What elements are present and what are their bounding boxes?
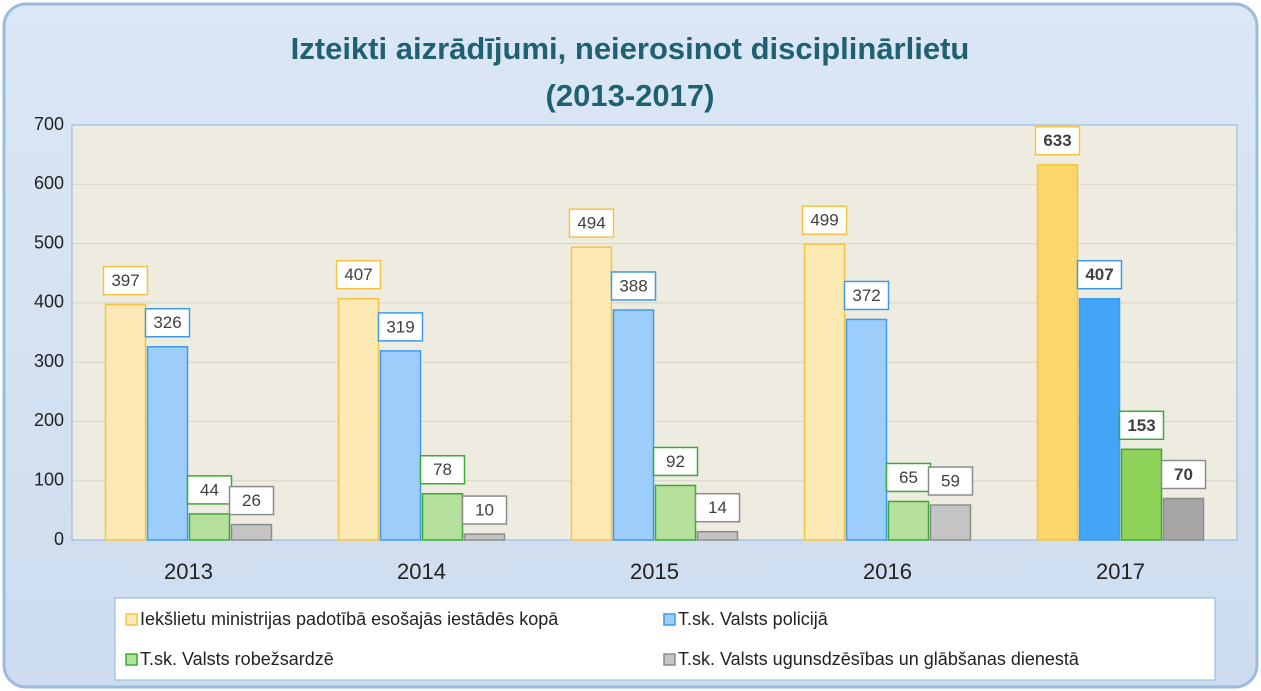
y-tick-label: 0 [54,529,64,549]
data-label-box [885,462,932,493]
bar [104,303,147,541]
data-label-box [144,307,191,338]
bar [1036,163,1079,541]
data-label: 494 [577,214,605,233]
chart-title: Izteikti aizrādījumi, neierosinot discip… [291,31,970,66]
bar [379,350,422,541]
bar [463,533,506,541]
data-label: 26 [242,491,261,510]
bar [230,523,273,541]
data-label: 372 [852,286,880,305]
legend-marker [663,653,676,666]
data-label: 59 [941,472,960,491]
data-label: 92 [666,452,685,471]
bar [696,530,739,541]
data-label: 78 [433,460,452,479]
x-tick-label: 2017 [1096,559,1145,584]
legend-label: Iekšlietu ministrijas padotībā esošajās … [140,609,559,629]
data-label-box [186,475,233,505]
data-label-box [461,495,508,525]
data-label-box [1160,459,1207,490]
data-label-box [610,271,657,301]
legend-label: T.sk. Valsts policijā [678,609,829,629]
data-label: 326 [153,313,181,332]
data-label: 407 [344,265,372,284]
data-label: 633 [1043,131,1071,150]
chart-title: (2013-2017) [546,78,715,113]
bar [803,243,846,541]
bar [654,484,697,541]
legend-marker [125,613,138,626]
bar [1078,297,1121,541]
bar [612,309,655,541]
data-label-box [102,265,149,296]
data-label: 153 [1127,416,1155,435]
data-label-box [694,492,741,523]
legend-label: T.sk. Valsts ugunsdzēsības un glābšanas … [678,649,1080,669]
bar [929,504,972,541]
data-label: 70 [1174,465,1193,484]
data-label: 388 [619,276,647,295]
y-tick-label: 200 [34,410,64,430]
data-label-box [843,280,890,311]
bar [887,500,930,541]
x-tick-label: 2015 [630,559,679,584]
data-label: 319 [386,317,414,336]
x-tick-label: 2013 [164,559,213,584]
bar [845,318,888,541]
bar [570,246,613,541]
legend-marker [125,653,138,666]
bar [146,345,189,541]
bar [1162,497,1205,541]
legend-label: T.sk. Valsts robežsardzē [140,649,334,669]
y-tick-label: 500 [34,232,64,252]
bar [1120,448,1163,541]
data-label: 499 [810,211,838,230]
bar [421,493,464,541]
data-label: 65 [899,468,918,487]
y-tick-label: 700 [34,114,64,134]
y-tick-label: 300 [34,351,64,371]
y-tick-label: 100 [34,469,64,489]
data-label-box [801,205,848,235]
data-label-box [228,485,275,516]
data-label-box [1118,410,1165,441]
data-label-box [652,446,699,477]
y-tick-label: 400 [34,292,64,312]
x-tick-label: 2014 [397,559,446,584]
data-label-box [377,312,424,342]
data-label-box [1076,259,1123,290]
data-label-box [1034,125,1081,156]
bar [188,513,231,541]
legend-marker [663,613,676,626]
bar [337,297,380,541]
x-tick-label: 2016 [863,559,912,584]
legend [114,597,1216,681]
data-label-box [419,455,466,485]
data-label: 407 [1085,265,1113,284]
y-tick-label: 600 [34,173,64,193]
data-label-box [335,259,382,290]
data-label-box [568,208,615,238]
data-label: 14 [708,498,727,517]
data-label: 44 [200,480,219,499]
data-label: 397 [111,271,139,290]
data-label-box [927,466,974,496]
data-label: 10 [475,501,494,520]
